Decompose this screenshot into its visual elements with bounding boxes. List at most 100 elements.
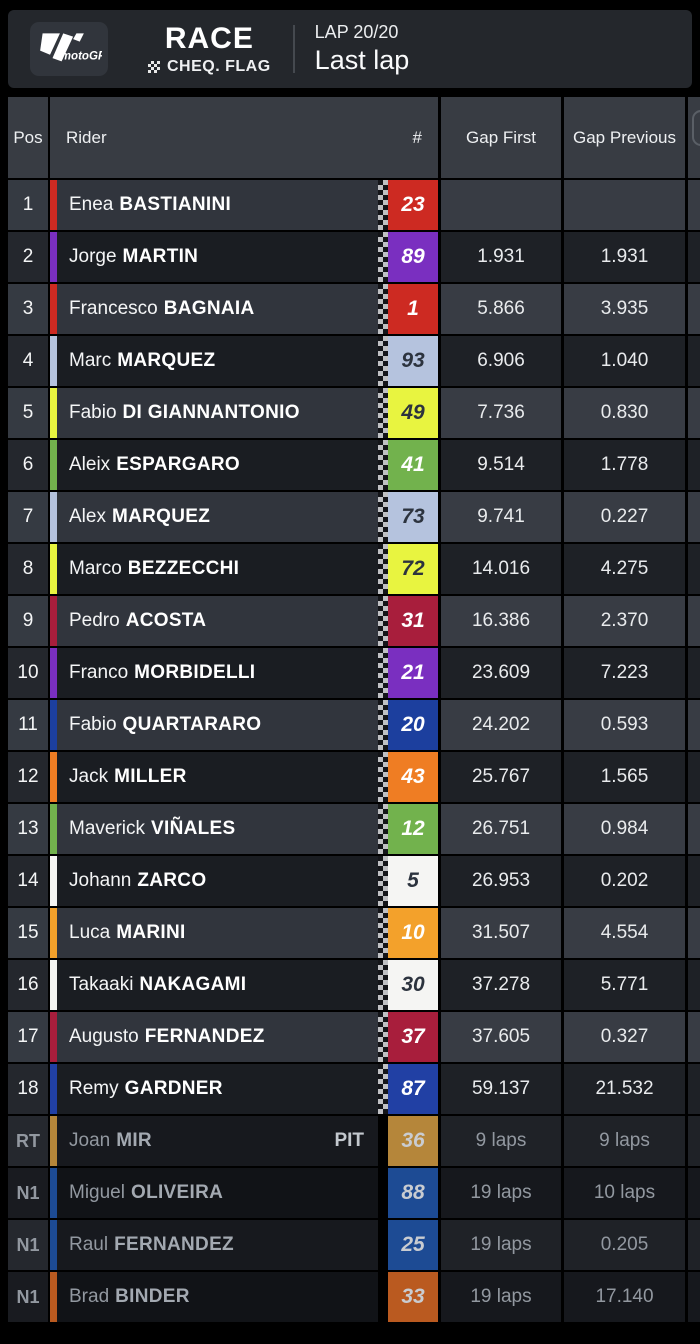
- rider-number: 93: [388, 336, 438, 386]
- gap-first-cell: 26.751: [441, 804, 561, 854]
- rider-row[interactable]: 3 Francesco BAGNAIA 1 5.866 3.935: [8, 284, 700, 334]
- team-color-bar: [50, 1116, 57, 1166]
- rider-last-name: BAGNAIA: [163, 298, 255, 319]
- rider-row[interactable]: 11 Fabio QUARTARARO 20 24.202 0.593: [8, 700, 700, 750]
- rider-row[interactable]: 13 Maverick VIÑALES 12 26.751 0.984: [8, 804, 700, 854]
- rider-cell: Aleix ESPARGARO: [50, 440, 378, 490]
- team-color-bar: [50, 596, 57, 646]
- session-name: RACE: [164, 21, 254, 55]
- position-cell: 7: [8, 492, 48, 542]
- team-color-bar: [50, 804, 57, 854]
- gap-previous-cell: 0.227: [564, 492, 685, 542]
- rider-row[interactable]: 9 Pedro ACOSTA 31 16.386 2.370: [8, 596, 700, 646]
- gap-first-cell: 31.507: [441, 908, 561, 958]
- rider-last-name: MIR: [116, 1130, 152, 1151]
- position-cell: 16: [8, 960, 48, 1010]
- rider-cell: Maverick VIÑALES: [50, 804, 378, 854]
- checkered-strip: [378, 492, 388, 542]
- rider-row[interactable]: 6 Aleix ESPARGARO 41 9.514 1.778: [8, 440, 700, 490]
- team-color-bar: [50, 856, 57, 906]
- gap-first-cell: 1.931: [441, 232, 561, 282]
- rider-row[interactable]: N1 Miguel OLIVEIRA 88 19 laps 10 laps: [8, 1168, 700, 1218]
- gap-previous-cell: 1.040: [564, 336, 685, 386]
- rider-last-name: ESPARGARO: [116, 454, 240, 475]
- rider-row[interactable]: 5 Fabio DI GIANNANTONIO 49 7.736 0.830: [8, 388, 700, 438]
- rider-number: 88: [388, 1168, 438, 1218]
- rider-first-name: Johann: [69, 870, 132, 891]
- position-cell: N1: [8, 1220, 48, 1270]
- team-color-bar: [50, 648, 57, 698]
- team-color-bar: [50, 908, 57, 958]
- rider-row[interactable]: 7 Alex MARQUEZ 73 9.741 0.227: [8, 492, 700, 542]
- gap-previous-cell: 0.205: [564, 1220, 685, 1270]
- rider-number: 10: [388, 908, 438, 958]
- cutoff-column: [688, 960, 700, 1010]
- rider-row[interactable]: 1 Enea BASTIANINI 23: [8, 180, 700, 230]
- rider-last-name: ZARCO: [137, 870, 207, 891]
- gap-first-cell: 9 laps: [441, 1116, 561, 1166]
- rider-row[interactable]: 14 Johann ZARCO 5 26.953 0.202: [8, 856, 700, 906]
- checkered-strip: [378, 960, 388, 1010]
- gap-first-cell: 7.736: [441, 388, 561, 438]
- gap-first-cell: 5.866: [441, 284, 561, 334]
- gap-first-cell: 37.278: [441, 960, 561, 1010]
- rider-cell: Franco MORBIDELLI: [50, 648, 378, 698]
- rider-first-name: Enea: [69, 194, 114, 215]
- cutoff-column: [688, 804, 700, 854]
- rider-row[interactable]: N1 Raul FERNANDEZ 25 19 laps 0.205: [8, 1220, 700, 1270]
- position-cell: 14: [8, 856, 48, 906]
- session-block: RACE CHEQ. FLAG: [148, 21, 271, 75]
- gap-first-cell: 24.202: [441, 700, 561, 750]
- rider-row[interactable]: 10 Franco MORBIDELLI 21 23.609 7.223: [8, 648, 700, 698]
- rider-first-name: Luca: [69, 922, 111, 943]
- gap-first-cell: 25.767: [441, 752, 561, 802]
- rider-row[interactable]: RT Joan MIR PIT 36 9 laps 9 laps: [8, 1116, 700, 1166]
- rider-number: 21: [388, 648, 438, 698]
- team-color-bar: [50, 336, 57, 386]
- cutoff-column: [688, 336, 700, 386]
- flag-status-row: CHEQ. FLAG: [148, 58, 271, 75]
- rider-first-name: Marco: [69, 558, 122, 579]
- rider-last-name: FERNANDEZ: [114, 1234, 234, 1255]
- rider-row[interactable]: 4 Marc MARQUEZ 93 6.906 1.040: [8, 336, 700, 386]
- cutoff-column: [688, 1220, 700, 1270]
- rider-number: 49: [388, 388, 438, 438]
- gap-first-cell: 9.514: [441, 440, 561, 490]
- rider-row[interactable]: 12 Jack MILLER 43 25.767 1.565: [8, 752, 700, 802]
- rider-cell: Joan MIR PIT: [50, 1116, 378, 1166]
- rider-row[interactable]: N1 Brad BINDER 33 19 laps 17.140: [8, 1272, 700, 1322]
- position-cell: 8: [8, 544, 48, 594]
- gap-previous-cell: 4.554: [564, 908, 685, 958]
- rider-row[interactable]: 2 Jorge MARTIN 89 1.931 1.931: [8, 232, 700, 282]
- position-cell: N1: [8, 1168, 48, 1218]
- rider-row[interactable]: 15 Luca MARINI 10 31.507 4.554: [8, 908, 700, 958]
- checkered-strip: [378, 440, 388, 490]
- cutoff-column: [688, 492, 700, 542]
- lap-info-block: LAP 20/20 Last lap: [314, 22, 410, 75]
- rider-cell: Marc MARQUEZ: [50, 336, 378, 386]
- rider-row[interactable]: 18 Remy GARDNER 87 59.137 21.532: [8, 1064, 700, 1114]
- motogp-logo: motoGP: [30, 22, 108, 76]
- rider-row[interactable]: 17 Augusto FERNANDEZ 37 37.605 0.327: [8, 1012, 700, 1062]
- rider-first-name: Raul: [69, 1234, 109, 1255]
- checkered-strip: [378, 1064, 388, 1114]
- rider-last-name: MARQUEZ: [111, 506, 211, 527]
- rider-first-name: Francesco: [69, 298, 158, 319]
- rider-row[interactable]: 8 Marco BEZZECCHI 72 14.016 4.275: [8, 544, 700, 594]
- gap-first-cell: 6.906: [441, 336, 561, 386]
- results-table: Pos Rider # Gap First Gap Previous 1 Ene…: [0, 97, 700, 1322]
- rider-last-name: BEZZECCHI: [127, 558, 240, 579]
- table-header-row: Pos Rider # Gap First Gap Previous: [8, 97, 700, 178]
- header-divider: [292, 25, 295, 73]
- rider-row[interactable]: 16 Takaaki NAKAGAMI 30 37.278 5.771: [8, 960, 700, 1010]
- rider-number: 72: [388, 544, 438, 594]
- lap-counter: LAP 20/20: [314, 22, 399, 43]
- checkered-strip: [378, 232, 388, 282]
- rider-last-name: MARTIN: [122, 246, 199, 267]
- checkered-strip: [378, 804, 388, 854]
- position-cell: 2: [8, 232, 48, 282]
- team-color-bar: [50, 960, 57, 1010]
- cutoff-column: [688, 908, 700, 958]
- rider-first-name: Pedro: [69, 610, 120, 631]
- rider-first-name: Fabio: [69, 714, 117, 735]
